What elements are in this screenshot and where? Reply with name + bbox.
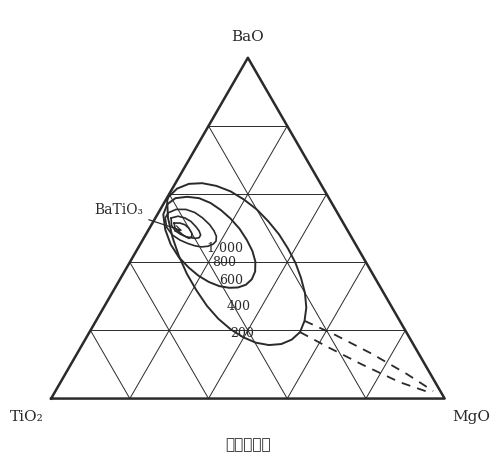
Text: BaTiO₃: BaTiO₃ (94, 203, 181, 231)
Text: 800: 800 (212, 256, 236, 269)
Text: MgO: MgO (452, 410, 490, 425)
Text: TiO₂: TiO₂ (10, 410, 43, 425)
Text: BaO: BaO (232, 30, 264, 44)
Text: 200: 200 (230, 327, 254, 340)
Text: 1 000: 1 000 (206, 242, 242, 255)
Text: （重量％）: （重量％） (225, 438, 270, 452)
Text: 400: 400 (226, 300, 250, 313)
Text: 600: 600 (220, 275, 244, 288)
